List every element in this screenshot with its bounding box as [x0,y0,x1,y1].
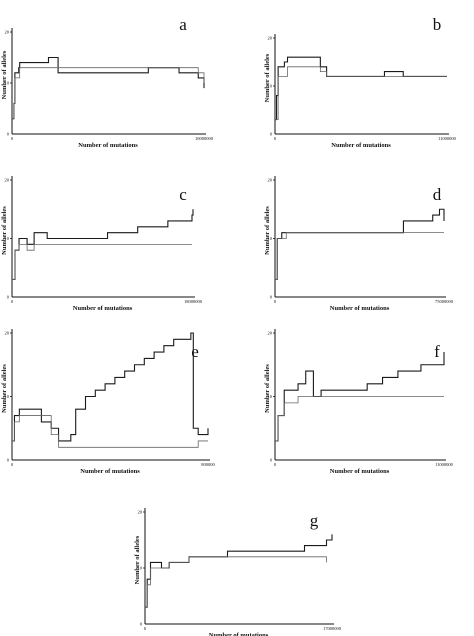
x-tick-label: 0 [274,462,277,467]
chart-panel-g: 20 10 00 17000000 Number of mutations Number … [134,508,342,636]
y-axis-title: Number of alleles [1,206,8,255]
panel-letter: b [433,15,442,34]
x-tick-label: 11000000 [435,462,454,467]
y-tick-label: 10 [268,236,273,241]
x-axis-title: Number of mutations [80,468,140,475]
x-axis-title: Number of mutations [330,305,390,312]
y-tick-label: 10 [5,236,10,241]
series-line-2 [12,415,208,448]
y-tick-label: 10 [5,394,10,399]
x-tick-label: 800000 [201,462,215,467]
x-tick-label: 0 [11,462,14,467]
series-line-1 [12,332,209,442]
y-tick-label: 0 [270,132,273,137]
y-tick-label: 0 [140,622,143,627]
series-line-1 [275,352,445,442]
x-tick-label: 11000000 [438,136,457,141]
y-tick-label: 10 [138,566,143,571]
chart-panel-c: 20 10 00 18000000 Number of mutations Number … [1,176,203,312]
chart-panel-b: 20 10 00 11000000 Number of mutations Number … [264,15,457,149]
series-line-1 [275,208,445,280]
y-tick-label: 10 [268,394,273,399]
y-tick-label: 0 [7,458,10,463]
y-axis-title: Number of alleles [264,364,271,413]
x-tick-label: 10000000 [195,136,214,141]
y-axis-title: Number of alleles [1,50,8,99]
series-line-2 [12,67,205,120]
y-tick-label: 20 [5,331,10,336]
series-line-2 [12,243,192,280]
x-axis-title: Number of mutations [78,142,138,149]
x-tick-label: 17000000 [323,626,342,631]
chart-panel-d: 20 10 00 75000000 Number of mutations Number … [264,176,454,312]
panel-letter: f [434,342,440,361]
x-tick-label: 75000000 [435,299,454,304]
series-line-2 [275,396,444,442]
chart-panel-e: 20 10 00 800000 Number of mutations Number of… [1,329,216,475]
y-tick-label: 0 [270,295,273,300]
y-tick-label: 20 [268,331,273,336]
series-line-1 [12,56,205,120]
y-tick-label: 20 [268,36,273,41]
y-tick-label: 20 [138,510,143,515]
panel-letter: a [179,15,187,34]
y-tick-label: 20 [5,178,10,183]
x-axis-title: Number of mutations [330,468,390,475]
y-tick-label: 0 [7,132,10,137]
y-axis-title: Number of alleles [1,364,8,413]
y-tick-label: 10 [268,84,273,89]
series-line-2 [275,232,444,280]
series-line-2 [145,556,327,608]
x-tick-label: 0 [11,299,14,304]
y-axis-title: Number of alleles [134,535,141,584]
x-tick-label: 18000000 [184,299,203,304]
x-tick-label: 0 [11,136,14,141]
x-tick-label: 0 [274,299,277,304]
panel-letter: e [191,342,199,361]
x-axis-title: Number of mutations [331,142,391,149]
x-tick-label: 0 [144,626,147,631]
y-tick-label: 20 [268,178,273,183]
x-tick-label: 0 [274,136,277,141]
series-line-1 [145,534,333,608]
panel-letter: c [179,185,187,204]
panel-letter: d [433,185,442,204]
series-line-2 [275,66,447,120]
x-axis-title: Number of mutations [73,305,133,312]
y-axis-title: Number of alleles [264,206,271,255]
x-axis-title: Number of mutations [209,632,269,636]
y-tick-label: 10 [5,81,10,86]
y-tick-label: 20 [5,30,10,35]
panel-letter: g [310,511,319,530]
y-tick-label: 0 [270,458,273,463]
y-axis-title: Number of alleles [264,53,271,102]
chart-panel-f: 20 10 00 11000000 Number of mutations Number … [264,329,454,475]
series-line-1 [12,209,194,280]
chart-panel-a: 20 10 00 10000000 Number of mutations Number … [1,15,214,149]
y-tick-label: 0 [7,295,10,300]
